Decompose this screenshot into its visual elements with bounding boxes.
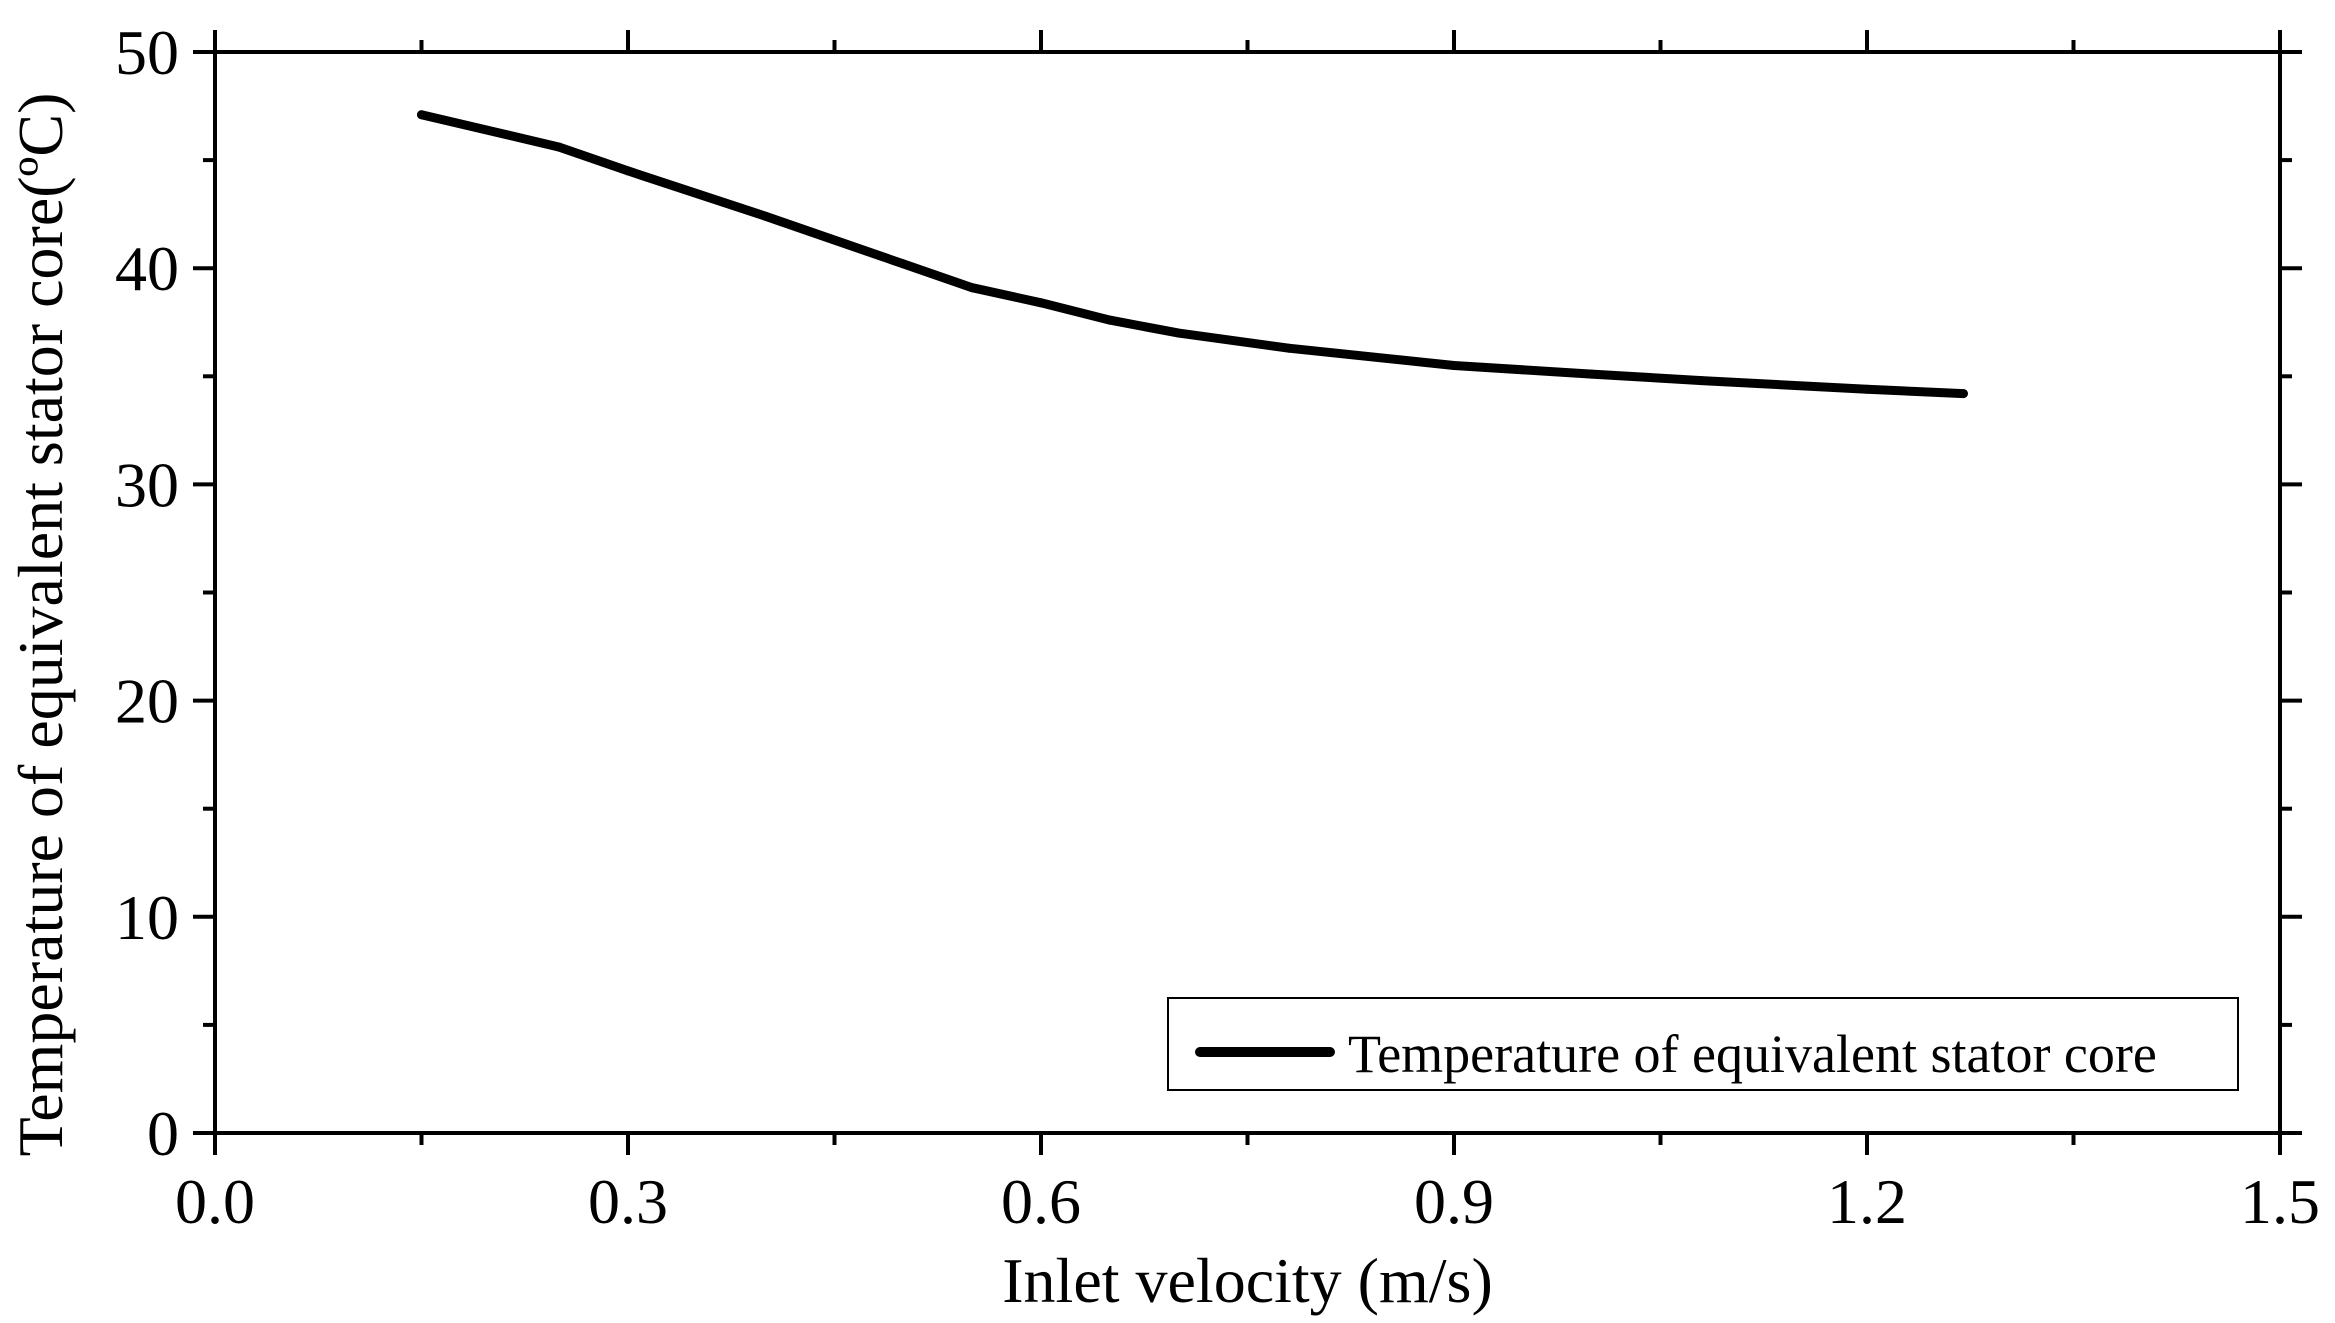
y-tick-label: 30 xyxy=(115,449,179,520)
data-point xyxy=(1958,389,1968,399)
data-point xyxy=(1284,343,1294,353)
data-point xyxy=(1174,328,1184,338)
data-point xyxy=(967,283,977,293)
data-point xyxy=(1105,315,1115,325)
y-axis-title: Temperature of equivalent stator core(ºC… xyxy=(5,93,76,1157)
legend: Temperature of equivalent stator core xyxy=(1167,997,2239,1091)
x-tick-label: 0.3 xyxy=(588,1166,668,1237)
x-axis-title: Inlet velocity (m/s) xyxy=(1002,1245,1493,1316)
x-tick-label: 0.6 xyxy=(1001,1166,1081,1237)
y-tick-label: 50 xyxy=(115,17,179,88)
data-point xyxy=(1036,298,1046,308)
data-point xyxy=(1862,384,1872,394)
x-tick-label: 1.2 xyxy=(1827,1166,1907,1237)
data-point xyxy=(1697,376,1707,386)
data-point xyxy=(898,259,908,269)
legend-label: Temperature of equivalent stator core xyxy=(1348,1024,2157,1084)
x-tick-label: 1.5 xyxy=(2240,1166,2320,1237)
data-point xyxy=(1449,361,1459,370)
y-tick-label: 20 xyxy=(115,666,179,737)
plot-frame xyxy=(213,50,2282,1135)
data-point xyxy=(417,110,426,120)
data-point xyxy=(623,166,633,176)
x-tick-label: 0.9 xyxy=(1414,1166,1494,1237)
data-point xyxy=(761,211,771,221)
data-point xyxy=(1587,369,1597,379)
y-tick-label: 0 xyxy=(147,1098,179,1169)
y-tick-label: 10 xyxy=(115,882,179,953)
y-tick-labels: 0 10 20 30 40 50 xyxy=(115,17,179,1169)
x-tick-label: 0.0 xyxy=(175,1166,255,1237)
y-tick-label: 40 xyxy=(115,233,179,304)
series-layer xyxy=(417,110,1968,399)
x-tick-labels: 0.0 0.3 0.6 0.9 1.2 1.5 xyxy=(175,1166,2320,1237)
data-point xyxy=(554,142,564,152)
legend-box xyxy=(1167,997,2239,1091)
